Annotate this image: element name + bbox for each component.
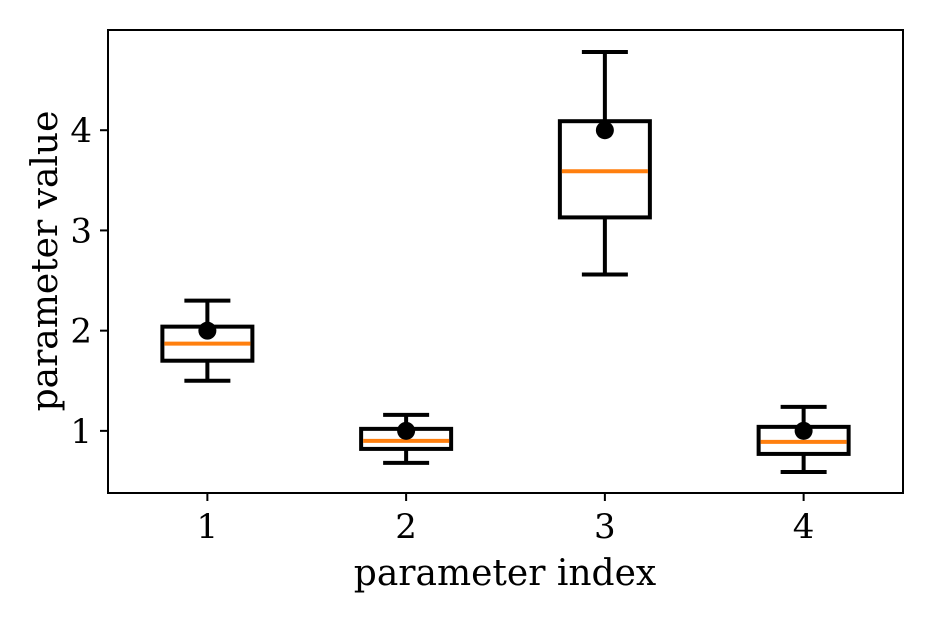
- box-2: [359, 412, 454, 465]
- x-axis-label: parameter index: [354, 553, 656, 594]
- y-tick-label: 3: [70, 211, 92, 251]
- y-tick-label: 1: [70, 412, 92, 452]
- boxes-layer: [160, 50, 851, 474]
- plot-frame: [107, 29, 904, 494]
- box-1: [160, 298, 255, 383]
- true-value-marker: [397, 421, 416, 440]
- x-axis-ticks: 1 2 3 4: [197, 493, 815, 547]
- x-tick-label: 2: [395, 507, 417, 547]
- true-value-marker: [595, 121, 614, 140]
- x-tick-label: 4: [793, 507, 815, 547]
- box-4: [756, 404, 851, 474]
- y-axis-ticks: 1 2 3 4: [70, 111, 108, 452]
- y-axis-label: parameter value: [25, 111, 66, 412]
- y-tick-label: 2: [70, 312, 92, 352]
- iqr-box: [557, 119, 652, 220]
- x-tick-label: 3: [594, 507, 616, 547]
- box-3: [557, 50, 652, 277]
- true-value-marker: [794, 421, 813, 440]
- y-tick-label: 4: [70, 111, 92, 151]
- x-tick-label: 1: [197, 507, 219, 547]
- true-value-marker: [198, 321, 217, 340]
